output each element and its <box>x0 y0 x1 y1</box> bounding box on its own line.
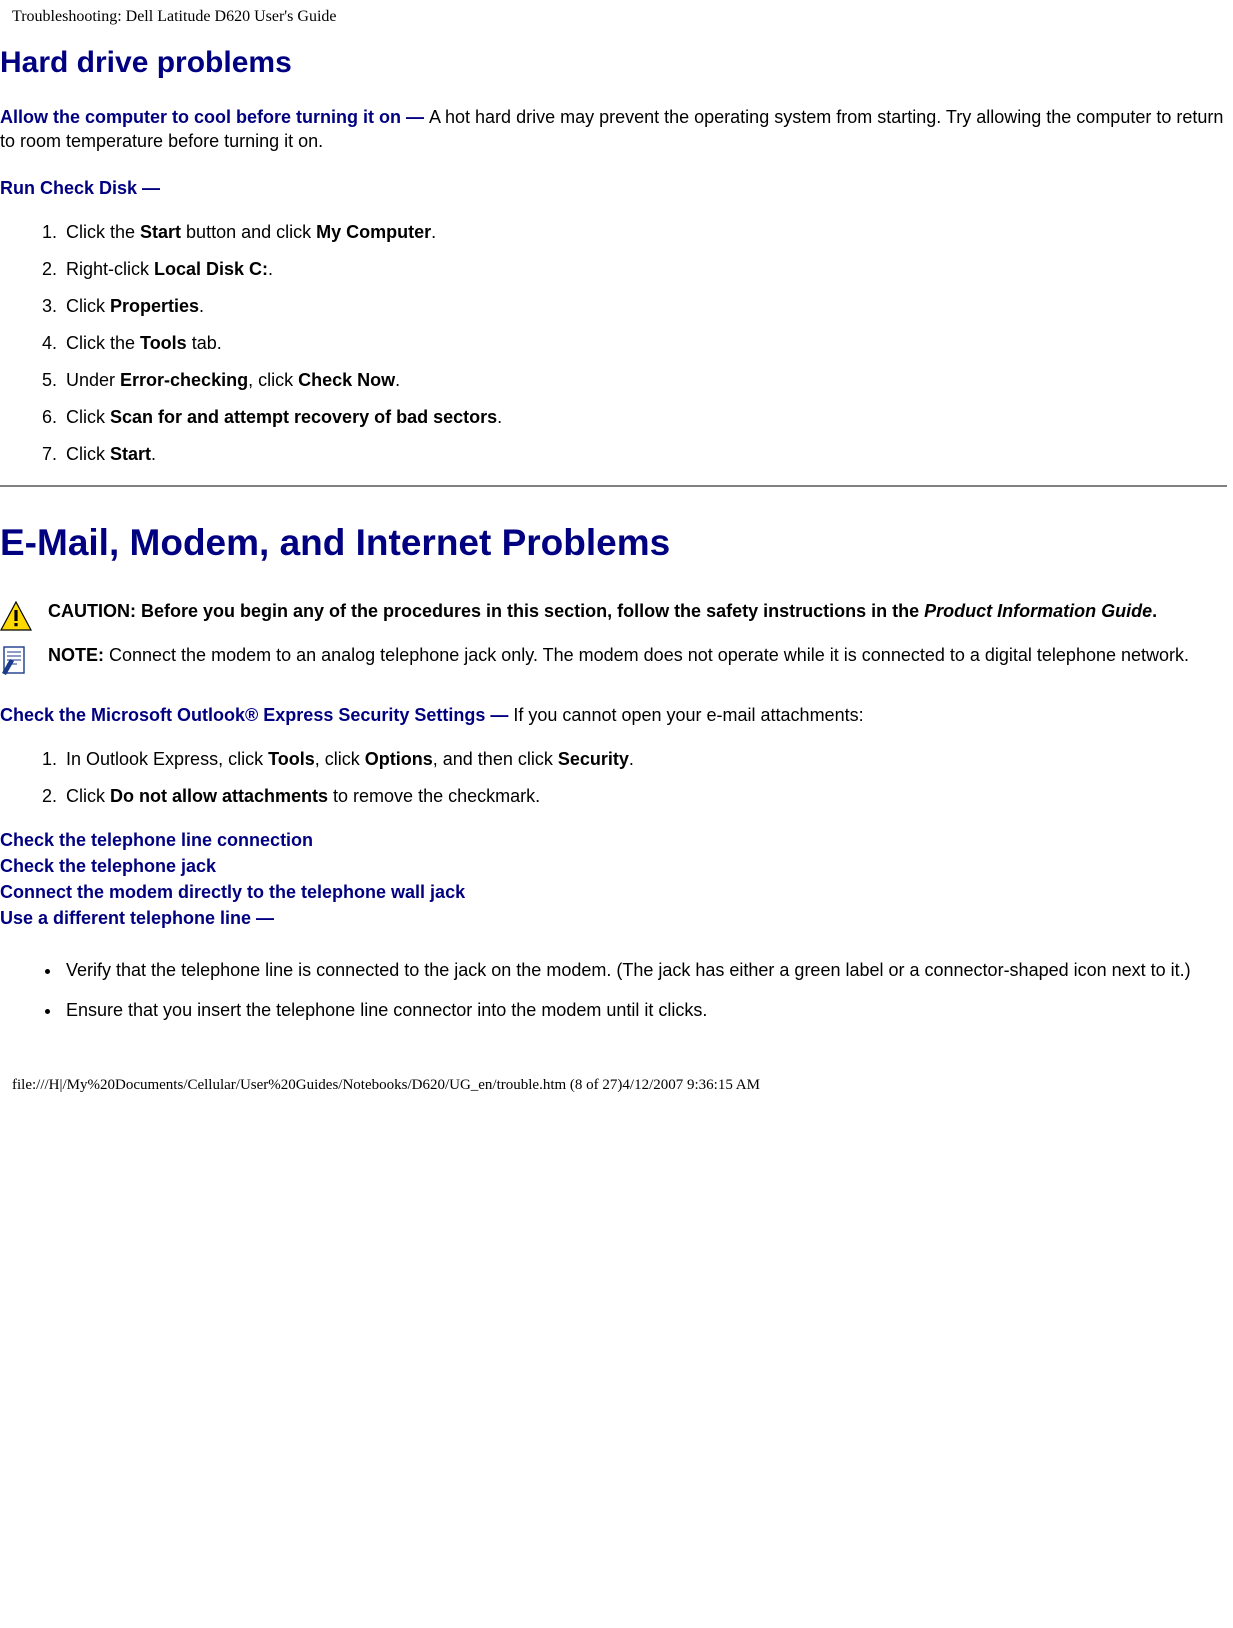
bold: Start <box>110 444 151 464</box>
text: . <box>199 296 204 316</box>
step-2: Click Do not allow attachments to remove… <box>62 786 1227 807</box>
telephone-leads: Check the telephone line connection Chec… <box>0 827 1227 931</box>
outlook-steps: In Outlook Express, click Tools, click O… <box>0 749 1227 807</box>
text: . <box>151 444 156 464</box>
text: , click <box>315 749 365 769</box>
text: . <box>268 259 273 279</box>
text: Click the <box>66 333 140 353</box>
text: Under <box>66 370 120 390</box>
text: , click <box>248 370 298 390</box>
step-1: In Outlook Express, click Tools, click O… <box>62 749 1227 770</box>
note-text: NOTE: Connect the modem to an analog tel… <box>48 643 1227 667</box>
telephone-bullets: Verify that the telephone line is connec… <box>0 958 1227 1023</box>
body-outlook-security: If you cannot open your e-mail attachmen… <box>513 705 863 725</box>
footer-path: file:///H|/My%20Documents/Cellular/User%… <box>12 1077 1233 1094</box>
text: . <box>497 407 502 427</box>
text: Right-click <box>66 259 154 279</box>
text: Click <box>66 786 110 806</box>
text: Click <box>66 407 110 427</box>
header-path: Troubleshooting: Dell Latitude D620 User… <box>12 8 1233 26</box>
caution-text: CAUTION: Before you begin any of the pro… <box>48 599 1227 623</box>
lead-cool-computer: Allow the computer to cool before turnin… <box>0 107 429 127</box>
lead-different-line: Use a different telephone line — <box>0 908 274 928</box>
text: Click <box>66 444 110 464</box>
bold: Properties <box>110 296 199 316</box>
note-callout: NOTE: Connect the modem to an analog tel… <box>0 643 1227 675</box>
step-5: Under Error-checking, click Check Now. <box>62 370 1227 391</box>
section-heading-hard-drive: Hard drive problems <box>0 46 1227 80</box>
bold: Local Disk C: <box>154 259 268 279</box>
section-heading-email-modem: E-Mail, Modem, and Internet Problems <box>0 522 1227 564</box>
bold: Tools <box>268 749 315 769</box>
text: Click the <box>66 222 140 242</box>
caution-icon <box>0 599 48 631</box>
lead-run-check-disk: Run Check Disk — <box>0 178 160 198</box>
text: , and then click <box>433 749 558 769</box>
section-divider <box>0 485 1227 487</box>
bold: My Computer <box>316 222 431 242</box>
text: tab. <box>187 333 222 353</box>
caution-callout: CAUTION: Before you begin any of the pro… <box>0 599 1227 631</box>
caution-body-a: Before you begin any of the procedures i… <box>141 601 924 621</box>
caution-body-c: . <box>1152 601 1157 621</box>
text: to remove the checkmark. <box>328 786 540 806</box>
bold: Error-checking <box>120 370 248 390</box>
bold: Tools <box>140 333 187 353</box>
bold: Start <box>140 222 181 242</box>
step-7: Click Start. <box>62 444 1227 465</box>
bold: Options <box>365 749 433 769</box>
lead-check-line: Check the telephone line connection <box>0 830 313 850</box>
text: . <box>629 749 634 769</box>
caution-body-b: Product Information Guide <box>924 601 1152 621</box>
bold: Security <box>558 749 629 769</box>
step-6: Click Scan for and attempt recovery of b… <box>62 407 1227 428</box>
bold: Scan for and attempt recovery of bad sec… <box>110 407 497 427</box>
lead-outlook-security: Check the Microsoft Outlook® Express Sec… <box>0 705 513 725</box>
check-disk-steps: Click the Start button and click My Comp… <box>0 222 1227 465</box>
text: . <box>395 370 400 390</box>
para-cool-computer: Allow the computer to cool before turnin… <box>0 105 1227 154</box>
para-outlook-security: Check the Microsoft Outlook® Express Sec… <box>0 703 1227 727</box>
bullet-1: Verify that the telephone line is connec… <box>62 958 1227 982</box>
text: button and click <box>181 222 316 242</box>
caution-label: CAUTION: <box>48 601 141 621</box>
bold: Check Now <box>298 370 395 390</box>
bold: Do not allow attachments <box>110 786 328 806</box>
bullet-2: Ensure that you insert the telephone lin… <box>62 998 1227 1022</box>
step-4: Click the Tools tab. <box>62 333 1227 354</box>
step-2: Right-click Local Disk C:. <box>62 259 1227 280</box>
para-run-check-disk: Run Check Disk — <box>0 176 1227 200</box>
text: In Outlook Express, click <box>66 749 268 769</box>
step-1: Click the Start button and click My Comp… <box>62 222 1227 243</box>
lead-check-jack: Check the telephone jack <box>0 856 216 876</box>
note-body: Connect the modem to an analog telephone… <box>104 645 1189 665</box>
text: . <box>431 222 436 242</box>
note-icon <box>0 643 48 675</box>
lead-connect-wall-jack: Connect the modem directly to the teleph… <box>0 882 465 902</box>
text: Click <box>66 296 110 316</box>
step-3: Click Properties. <box>62 296 1227 317</box>
note-label: NOTE: <box>48 645 104 665</box>
